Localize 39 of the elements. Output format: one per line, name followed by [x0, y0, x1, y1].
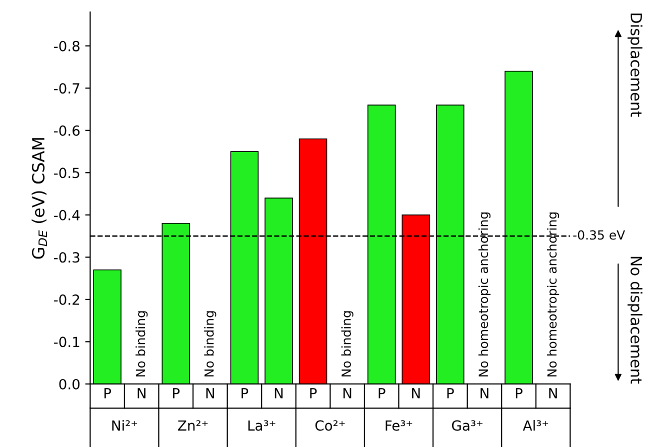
- text: No displacement: [628, 256, 642, 384]
- x-tick-label: N: [549, 388, 557, 398]
- x-tick-label: P: [242, 388, 248, 398]
- x-tick-label: N: [343, 388, 352, 398]
- text: Ga³⁺: [452, 420, 482, 431]
- x-tick-label: N: [274, 388, 283, 398]
- text: Al³⁺: [522, 420, 548, 431]
- annotation: No homeotropic anchoring: [546, 212, 560, 376]
- x-tick-label: N: [412, 388, 420, 398]
- x-tick-label: P: [104, 388, 112, 398]
- y-tick-label: -0.5: [54, 168, 80, 178]
- y-tick-label: 0.0: [59, 378, 80, 390]
- y-tick-label: -0.4: [54, 210, 80, 220]
- x-tick-label: P: [447, 388, 454, 398]
- y-tick-label: -0.2: [54, 294, 80, 305]
- annotation: No binding: [204, 311, 216, 376]
- text: Zn²⁺: [178, 420, 208, 431]
- y-tick-label: -0.6: [54, 125, 80, 136]
- text: La³⁺: [248, 420, 276, 431]
- text: Ni²⁺: [112, 420, 138, 431]
- ref-line-label: -0.35 eV: [573, 230, 626, 240]
- x-tick-label: N: [206, 388, 214, 398]
- y-tick-label: -0.1: [54, 336, 80, 348]
- y-axis-title: G$_{DE}$ (eV) CSAM: [32, 138, 48, 259]
- x-tick-label: P: [516, 388, 522, 398]
- text: Co²⁺: [315, 420, 345, 431]
- text: Displacement: [628, 14, 642, 117]
- annotation: No binding: [136, 311, 148, 376]
- x-tick-label: P: [378, 388, 386, 398]
- y-tick-label: -0.8: [54, 40, 80, 52]
- x-tick-label: P: [310, 388, 317, 398]
- annotation: No homeotropic anchoring: [478, 212, 491, 376]
- x-tick-label: N: [480, 388, 488, 398]
- text: Fe³⁺: [386, 420, 412, 431]
- x-tick-label: P: [173, 388, 180, 398]
- x-tick-label: N: [138, 388, 146, 398]
- y-tick-label: -0.3: [54, 252, 80, 263]
- y-tick-label: -0.7: [54, 83, 80, 94]
- annotation: No binding: [341, 311, 354, 376]
